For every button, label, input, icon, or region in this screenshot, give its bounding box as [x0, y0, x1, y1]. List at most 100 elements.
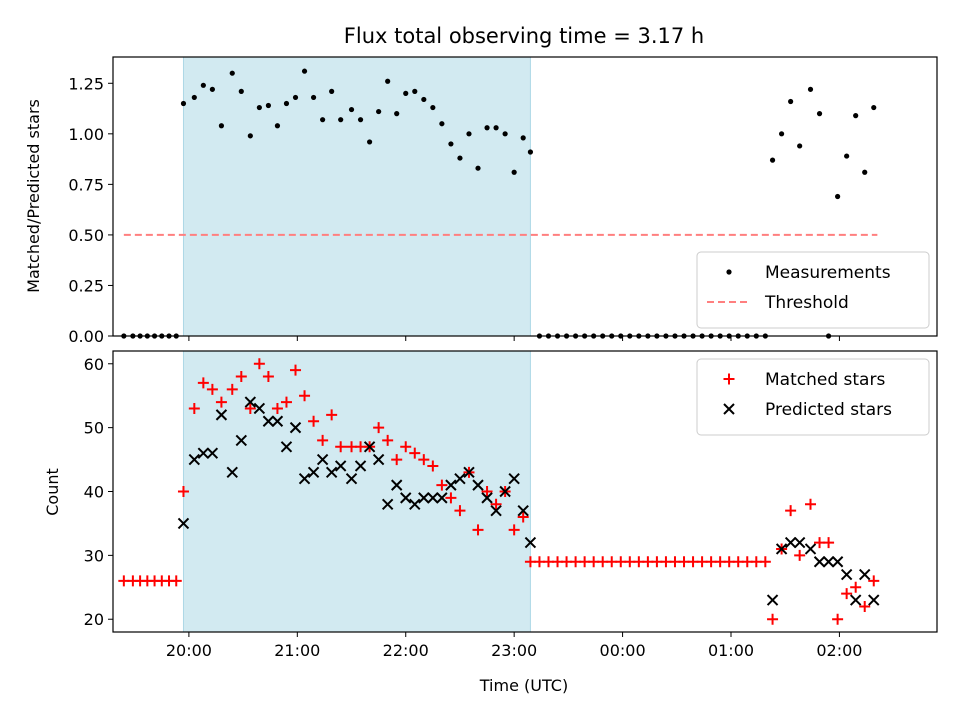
data-point — [775, 543, 788, 555]
data-point — [385, 78, 391, 84]
data-point — [517, 504, 529, 517]
x-tick-label: 02:00 — [816, 641, 862, 660]
axes-frame — [112, 350, 938, 633]
data-point — [348, 106, 355, 113]
y-tick-label: 60 — [84, 355, 104, 374]
data-point — [301, 68, 308, 74]
data-point — [253, 402, 266, 415]
y-tick-label: 0.50 — [68, 226, 104, 245]
data-point — [209, 86, 215, 92]
data-point — [400, 441, 412, 453]
data-point — [418, 454, 430, 466]
data-point — [490, 504, 502, 517]
data-point — [454, 505, 466, 517]
y-tick-label: 20 — [84, 610, 104, 629]
data-point — [769, 157, 776, 163]
y-tick-label: 1.00 — [68, 125, 104, 144]
data-point — [372, 453, 385, 466]
data-point — [235, 434, 248, 447]
data-point — [788, 98, 794, 105]
x-tick-label: 21:00 — [274, 641, 320, 660]
data-point — [822, 556, 835, 568]
data-point — [215, 409, 228, 421]
data-point — [835, 193, 841, 200]
data-point — [484, 125, 490, 131]
data-point — [871, 104, 877, 111]
data-point — [218, 123, 225, 129]
x-tick-label: 01:00 — [708, 641, 754, 660]
data-point — [298, 473, 311, 485]
data-point — [177, 517, 190, 530]
data-point — [274, 123, 281, 129]
data-point — [265, 102, 272, 109]
data-point — [493, 125, 499, 131]
data-point — [445, 492, 457, 504]
data-point — [472, 524, 484, 536]
legend-marker — [726, 269, 732, 275]
data-point — [849, 594, 862, 606]
data-point — [436, 492, 448, 504]
data-point — [421, 96, 427, 103]
data-point — [807, 86, 814, 92]
data-point — [409, 447, 421, 459]
data-point — [188, 402, 200, 414]
data-point — [238, 88, 244, 94]
data-point — [188, 453, 201, 466]
data-point — [785, 505, 797, 517]
data-point — [316, 453, 329, 466]
y-tick-label: 0.00 — [68, 327, 104, 346]
legend: Matched stars Predicted stars — [696, 358, 930, 436]
data-point — [177, 486, 189, 497]
data-point — [226, 383, 238, 395]
data-point — [439, 121, 445, 127]
data-point — [197, 447, 210, 459]
data-point — [271, 402, 283, 414]
data-point — [329, 88, 335, 94]
data-point — [508, 473, 520, 485]
data-point — [262, 415, 275, 427]
y-tick-label: 30 — [84, 546, 104, 565]
data-point — [418, 492, 430, 504]
data-point — [520, 135, 526, 141]
data-point — [502, 131, 508, 137]
data-point — [354, 460, 367, 472]
data-point — [481, 486, 493, 497]
y-tick-label: 0.25 — [68, 276, 104, 295]
y-tick-label: 40 — [84, 483, 104, 502]
data-point — [334, 460, 347, 472]
legend-marker — [723, 373, 735, 385]
data-point — [409, 498, 421, 510]
data-point — [271, 415, 284, 427]
data-point — [759, 556, 771, 568]
data-point — [463, 466, 475, 479]
observing-span-highlight — [182, 350, 531, 633]
data-point — [244, 396, 257, 408]
data-point — [170, 575, 182, 587]
legend-label: Measurements — [765, 263, 891, 283]
legend: Measurements Threshold — [696, 251, 930, 329]
data-point — [262, 371, 274, 383]
data-point — [805, 498, 817, 510]
data-point — [481, 492, 493, 504]
data-point — [357, 117, 364, 123]
bottom-y-axis-label: Count — [43, 468, 62, 516]
x-tick-label: 20:00 — [166, 641, 212, 660]
data-point — [868, 575, 880, 587]
legend-label: Threshold — [764, 293, 849, 313]
data-point — [831, 556, 844, 568]
data-point — [256, 104, 262, 111]
data-point — [850, 581, 862, 593]
data-point — [363, 441, 376, 453]
data-point — [499, 485, 511, 498]
data-point — [391, 454, 403, 466]
data-point — [868, 594, 880, 606]
data-point — [766, 594, 779, 606]
data-point — [844, 153, 850, 159]
data-point — [366, 139, 373, 145]
data-point — [335, 441, 347, 453]
data-point — [767, 613, 779, 625]
data-point — [511, 169, 517, 175]
data-point — [527, 149, 534, 155]
data-point — [320, 117, 326, 123]
